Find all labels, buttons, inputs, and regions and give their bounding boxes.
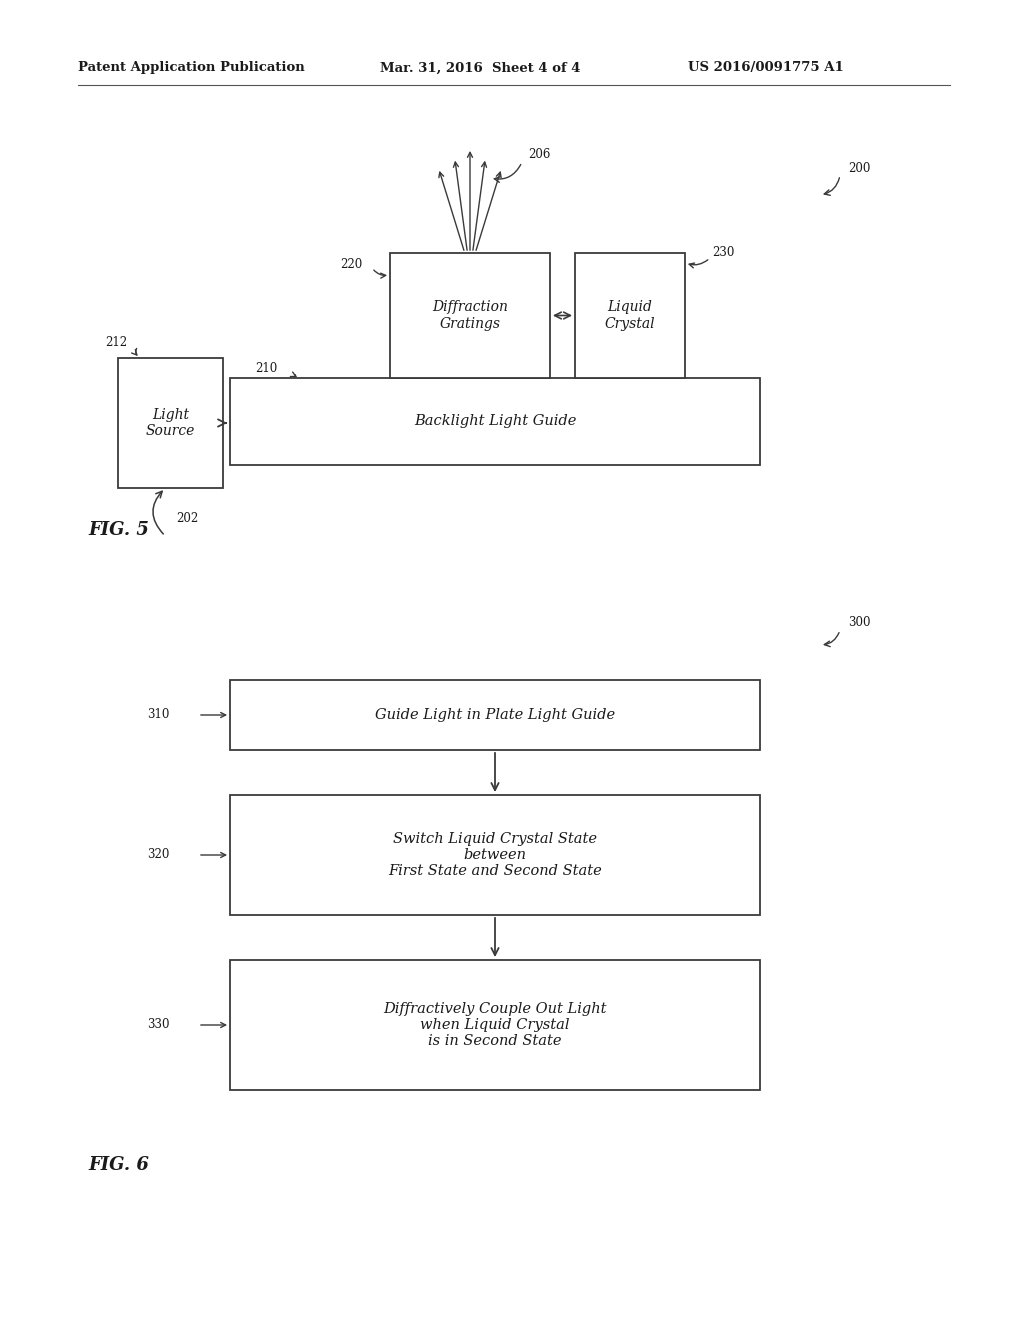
Text: 230: 230 — [712, 247, 734, 260]
Text: 310: 310 — [147, 709, 170, 722]
Bar — [230, 680, 760, 750]
Text: 210: 210 — [255, 362, 278, 375]
Text: Switch Liquid Crystal State
between
First State and Second State: Switch Liquid Crystal State between Firs… — [388, 832, 602, 878]
Text: 320: 320 — [147, 849, 170, 862]
Text: Backlight Light Guide: Backlight Light Guide — [414, 414, 577, 429]
Bar — [230, 378, 760, 465]
Text: 206: 206 — [528, 149, 550, 161]
Text: 300: 300 — [848, 616, 870, 630]
Text: Guide Light in Plate Light Guide: Guide Light in Plate Light Guide — [375, 708, 615, 722]
Text: 200: 200 — [848, 161, 870, 174]
Bar — [118, 358, 223, 488]
Bar — [575, 253, 685, 378]
Text: 212: 212 — [105, 335, 127, 348]
Bar — [390, 253, 550, 378]
Text: 220: 220 — [340, 259, 362, 272]
Text: Mar. 31, 2016  Sheet 4 of 4: Mar. 31, 2016 Sheet 4 of 4 — [380, 62, 581, 74]
Text: FIG. 5: FIG. 5 — [88, 521, 148, 539]
Text: 330: 330 — [147, 1019, 170, 1031]
Text: Diffractively Couple Out Light
when Liquid Crystal
is in Second State: Diffractively Couple Out Light when Liqu… — [383, 1002, 607, 1048]
Text: 202: 202 — [176, 511, 198, 524]
Text: FIG. 6: FIG. 6 — [88, 1156, 148, 1173]
Text: Diffraction
Gratings: Diffraction Gratings — [432, 301, 508, 330]
Text: Light
Source: Light Source — [145, 408, 196, 438]
Text: Patent Application Publication: Patent Application Publication — [78, 62, 305, 74]
Text: US 2016/0091775 A1: US 2016/0091775 A1 — [688, 62, 844, 74]
Text: Liquid
Crystal: Liquid Crystal — [605, 301, 655, 330]
Bar — [230, 795, 760, 915]
Bar — [230, 960, 760, 1090]
